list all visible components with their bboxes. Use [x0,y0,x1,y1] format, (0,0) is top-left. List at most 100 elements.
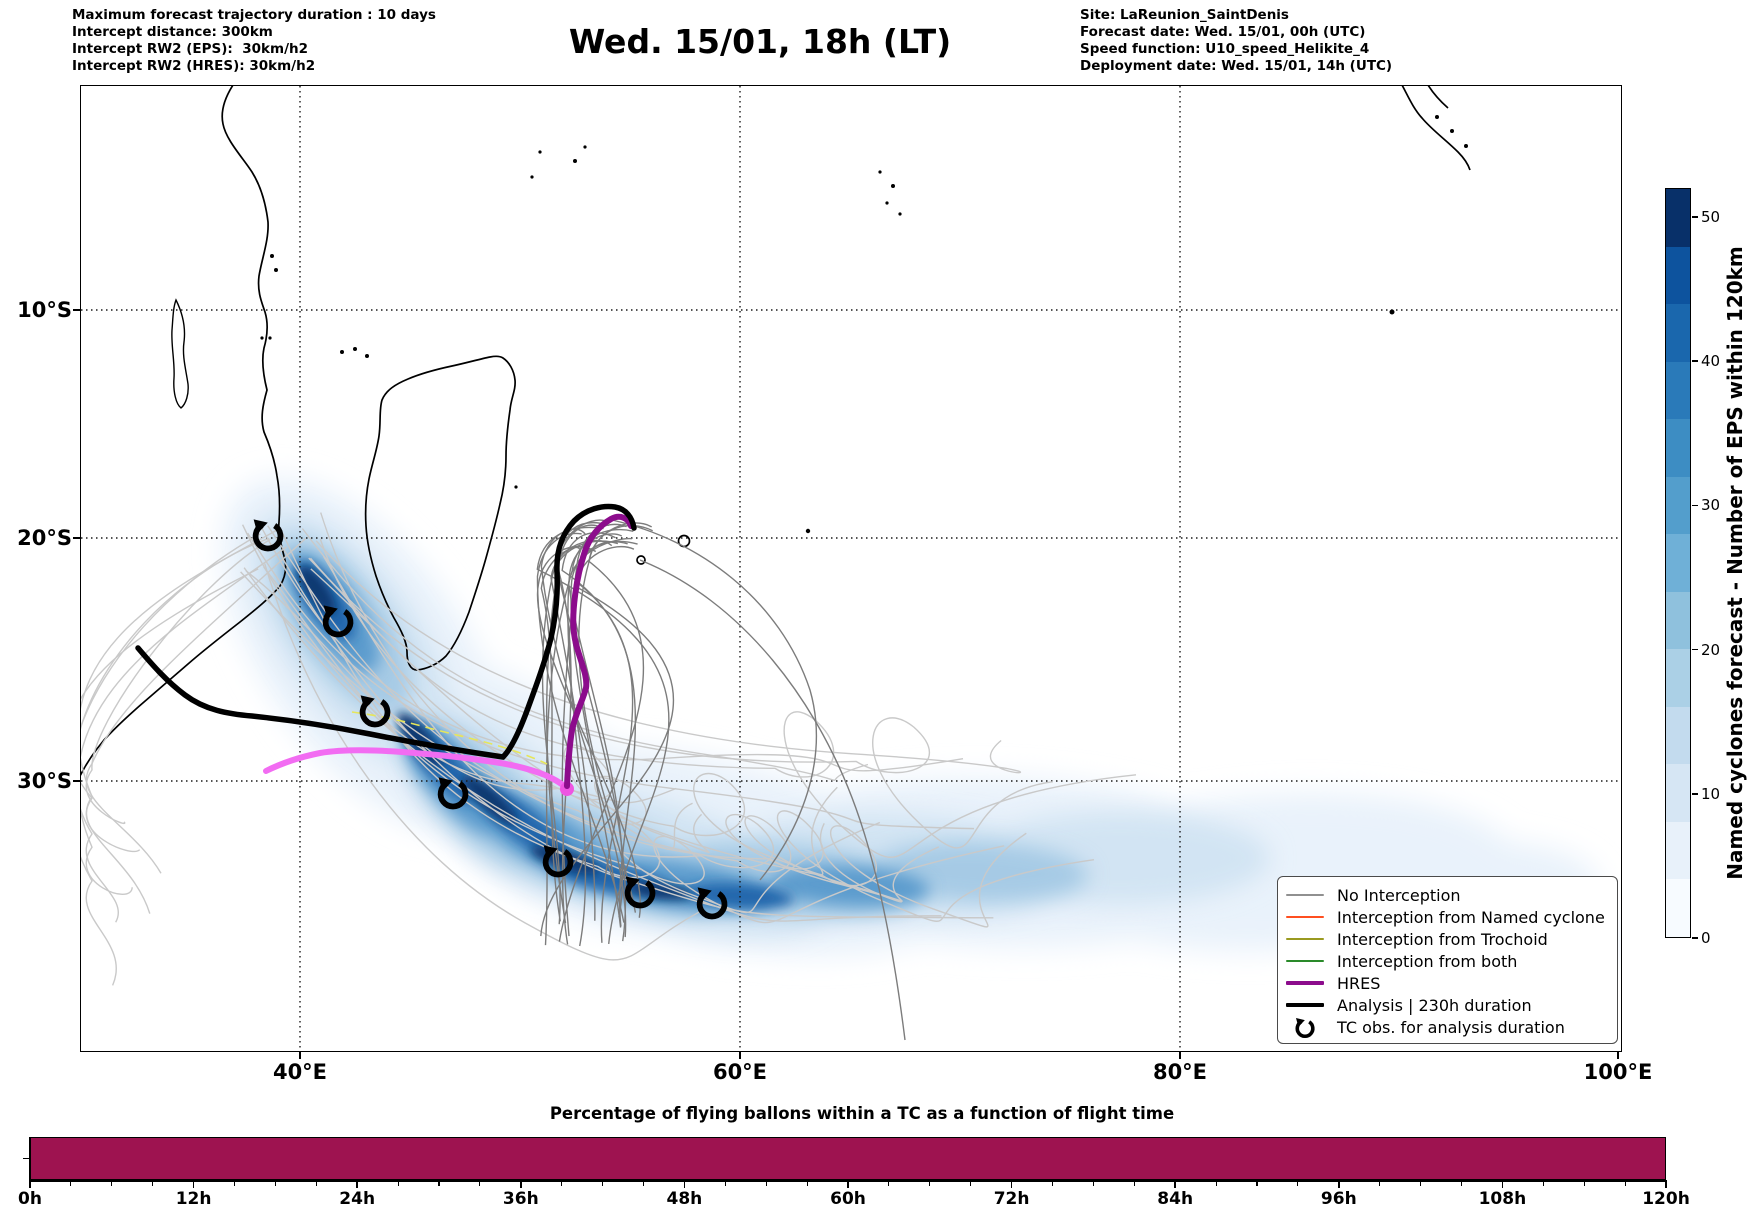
eps-cyclone-track [540,545,675,937]
colorbar-band [1666,476,1690,535]
tc-obs-legend-icon [1286,1014,1324,1040]
small-islands [260,115,1468,534]
legend-line-sample [1286,894,1324,896]
y-tick-label: 30°S [17,769,72,793]
flight-x-tick-label: 108h [1478,1189,1527,1209]
colorbar-band [1666,591,1690,650]
flight-x-tick-label: 120h [1642,1189,1690,1209]
flight-x-minor-tick [1297,1181,1299,1186]
intercept-distance-text: Intercept distance: 300km [72,24,273,40]
x-tick-mark [1617,1052,1619,1059]
colorbar-band [1666,304,1690,362]
header-right-info: Site: LaReunion_SaintDenis Forecast date… [1080,7,1392,75]
flight-x-minor-tick [1583,1181,1585,1186]
figure-title: Wed. 15/01, 18h (LT) [568,22,952,61]
y-tick-mark [73,780,80,782]
flight-x-minor-tick [152,1181,154,1186]
legend-line-sample [1286,960,1324,962]
hres-extension-track [263,747,570,792]
colorbar-tick-mark [1692,937,1698,939]
colorbar-band [1666,764,1690,822]
balloon-trajectory [85,538,306,874]
y-tick-mark [73,309,80,311]
x-tick-mark [299,1052,301,1059]
flight-x-tick-mark [356,1181,358,1188]
colorbar-tick-label: 20 [1701,640,1721,659]
legend-item: Interception from both [1286,950,1609,972]
y-tick-label: 10°S [17,298,72,322]
colorbar-label: Named cyclones forecast - Number of EPS … [1723,246,1747,880]
eps-cyclone-track [578,524,653,913]
speed-function-text: Speed function: U10_speed_Helikite_4 [1080,41,1370,57]
flight-x-tick-label: 60h [830,1189,866,1209]
flight-x-minor-tick [1624,1181,1626,1186]
map-frame [80,85,1622,1052]
site-text: Site: LaReunion_SaintDenis [1080,7,1289,23]
legend-item-label: TC obs. for analysis duration [1337,1017,1565,1037]
balloon-trajectory [264,563,701,961]
flight-x-tick-mark [192,1181,195,1188]
balloon-trajectory [280,529,881,914]
colorbar-band [1666,246,1690,305]
balloon-trajectory [267,525,940,902]
intercept-rw2-hres-text: Intercept RW2 (HRES): 30km/h2 [72,58,316,74]
header-left-info: Maximum forecast trajectory duration : 1… [72,7,436,75]
eps-cyclone-track [639,559,906,1041]
balloon-trajectory [81,533,261,986]
x-tick-mark [1179,1052,1181,1059]
flight-x-minor-tick [397,1181,399,1186]
flight-x-minor-tick [1420,1181,1422,1186]
flight-x-minor-tick [1256,1181,1258,1186]
eps-cyclone-track [561,532,637,927]
eps-cyclone-track [536,532,625,923]
graticule-gridlines [81,86,1621,1051]
colorbar-band [1666,879,1690,937]
colorbar-tick-label: 0 [1701,929,1711,947]
legend-item-label: Analysis | 230h duration [1337,995,1532,1015]
flight-x-tick-mark [683,1181,686,1188]
flight-chart-bar [30,1137,1666,1180]
colorbar-tick-label: 40 [1701,352,1721,371]
x-tick-label: 80°E [1152,1060,1208,1084]
balloon-trajectory [319,538,1027,928]
eps-cyclone-track [611,519,818,881]
africa-coastline [81,86,287,776]
flight-x-minor-tick [70,1181,72,1186]
flight-x-minor-tick [1379,1181,1381,1186]
flight-x-tick-label: 36h [502,1189,539,1209]
eps-cyclone-track [541,540,619,925]
flight-x-minor-tick [1133,1181,1135,1186]
colorbar-tick-label: 50 [1701,207,1721,226]
eps-cyclone-track [550,539,613,921]
colorbar-band [1666,419,1690,477]
flight-x-tick-label: 48h [666,1189,703,1209]
colorbar-tick-mark [1692,216,1698,218]
legend-item: HRES [1286,972,1609,994]
flight-chart-title: Percentage of flying ballons within a TC… [549,1104,1175,1123]
colorbar-band [1666,534,1690,592]
flight-x-minor-tick [233,1181,236,1186]
flight-x-tick-label: 96h [1320,1189,1357,1209]
flight-x-minor-tick [970,1181,972,1186]
eps-cyclone-track [555,519,605,945]
reunion-island [636,555,646,565]
flight-chart-y-axis [28,1137,31,1181]
flight-chart-y-tick [23,1157,29,1159]
legend-item: Analysis | 230h duration [1286,994,1609,1016]
colorbar-tick-mark [1692,360,1698,362]
analysis-track [135,503,637,760]
colorbar-tick-mark [1692,793,1698,795]
deployment-date-text: Deployment date: Wed. 15/01, 14h (UTC) [1080,58,1393,74]
flight-x-minor-tick [724,1181,726,1186]
flight-x-tick-label: 84h [1157,1189,1194,1209]
flight-x-minor-tick [1092,1181,1094,1186]
flight-x-minor-tick [561,1181,563,1186]
legend-item-label: No Interception [1337,885,1461,905]
hres-extension-endpoint [560,782,574,796]
legend-item-label: Interception from both [1337,951,1518,971]
map-legend: No Interception Interception from Named c… [1277,876,1618,1044]
legend-item: No Interception [1286,884,1609,906]
flight-x-tick-mark [1338,1181,1340,1188]
colorbar-band [1666,649,1690,707]
